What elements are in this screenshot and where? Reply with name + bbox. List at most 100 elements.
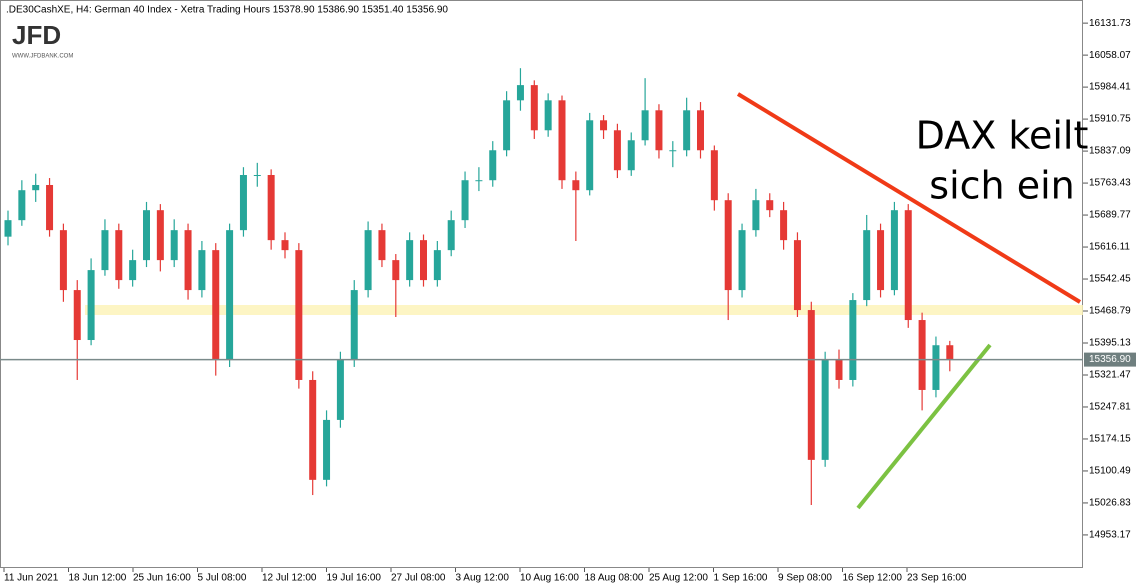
candle-body [184, 230, 192, 291]
x-tick-label: 11 Jun 2021 [4, 573, 59, 584]
candle-body [877, 230, 885, 291]
candle-body [641, 110, 649, 141]
candle-body [516, 85, 524, 101]
candles [4, 68, 954, 506]
y-tick-label: 15026.83 [1089, 498, 1131, 509]
candle-body [946, 345, 954, 360]
candle-body [793, 240, 801, 311]
logo: JFD [12, 20, 61, 50]
candle-body [18, 190, 26, 221]
candle-body [710, 150, 718, 201]
y-tick-label: 15468.79 [1089, 306, 1131, 317]
candle-body [309, 379, 317, 480]
current-price-label: 15356.90 [1089, 354, 1131, 365]
candle-body [115, 230, 123, 281]
candle-body [807, 310, 815, 460]
candle-body [253, 175, 261, 177]
candle-body [433, 250, 441, 281]
candle-body [4, 220, 12, 237]
resistance-trendline [736, 92, 1082, 304]
candle-body [73, 290, 81, 341]
y-tick-label: 15395.13 [1089, 338, 1131, 349]
candle-body [697, 110, 704, 151]
candle-body [101, 230, 109, 271]
candle-body [420, 240, 427, 281]
x-tick-label: 16 Sep 12:00 [843, 573, 903, 584]
candle-body [32, 184, 40, 191]
candle-body [226, 230, 234, 360]
candle-body [766, 200, 774, 211]
candle-body [489, 150, 497, 181]
candle-body [890, 210, 898, 291]
annotation: sich ein [929, 164, 1074, 208]
x-tick-label: 25 Jun 16:00 [133, 573, 191, 584]
y-tick-label: 15984.41 [1089, 82, 1131, 93]
candle-body [378, 230, 386, 261]
y-tick-label: 15100.49 [1089, 466, 1131, 477]
candle-body [932, 345, 940, 390]
candle-body [212, 250, 220, 360]
x-tick-label: 12 Jul 12:00 [262, 573, 317, 584]
candle-body [129, 260, 137, 281]
candle-body [918, 320, 926, 390]
candle-body [544, 100, 552, 131]
candle-body [46, 184, 54, 231]
y-tick-label: 15616.11 [1089, 242, 1130, 253]
candle-body [336, 359, 344, 420]
current-price-box [1084, 352, 1136, 367]
candle-body [669, 150, 677, 152]
candle-body [821, 359, 829, 460]
candle-body [558, 100, 566, 181]
candle-body [461, 180, 469, 221]
chart-header: .DE30CashXE, H4: German 40 Index - Xetra… [6, 5, 448, 16]
x-tick-label: 23 Sep 16:00 [907, 573, 967, 584]
candle-body [170, 230, 178, 261]
candle-body [613, 130, 621, 171]
candle-body [835, 359, 843, 380]
y-tick-label: 15321.47 [1089, 370, 1131, 381]
candle-body [738, 230, 746, 291]
candle-body [323, 419, 331, 480]
candle-body [267, 175, 275, 241]
support-band [85, 305, 1083, 315]
candle-body [295, 250, 303, 380]
candle-body [863, 230, 871, 301]
x-tick-label: 10 Aug 16:00 [520, 573, 579, 584]
candle-body [724, 200, 732, 291]
y-tick-label: 15247.81 [1089, 402, 1131, 413]
candle-body [350, 290, 358, 360]
y-tick-label: 16131.73 [1089, 18, 1131, 29]
candle-body [475, 180, 483, 182]
candle-body [904, 210, 912, 321]
x-tick-label: 9 Sep 08:00 [778, 573, 832, 584]
candle-body [503, 100, 511, 151]
y-tick-label: 15837.09 [1089, 146, 1131, 157]
candle-body [143, 210, 150, 261]
plot-border [0, 0, 1083, 568]
support-trendline [856, 343, 992, 510]
logo-url: WWW.JFDBANK.COM [12, 54, 73, 60]
y-tick-label: 16058.07 [1089, 50, 1131, 61]
x-tick-label: 3 Aug 12:00 [456, 573, 510, 584]
candle-body [752, 200, 760, 231]
y-tick-label: 15174.15 [1089, 434, 1131, 445]
y-tick-label: 15689.77 [1089, 210, 1131, 221]
candle-body [849, 300, 857, 380]
candle-body [447, 220, 455, 251]
candle-body [600, 120, 608, 131]
candle-body [406, 240, 414, 281]
candle-body [586, 120, 594, 191]
candle-body [198, 250, 206, 291]
y-tick-label: 15763.43 [1089, 178, 1131, 189]
x-tick-label: 25 Aug 12:00 [649, 573, 708, 584]
x-tick-label: 1 Sep 16:00 [714, 573, 768, 584]
x-tick-label: 19 Jul 16:00 [327, 573, 382, 584]
y-tick-label: 14953.17 [1089, 530, 1131, 541]
x-tick-label: 18 Jun 12:00 [69, 573, 127, 584]
candle-body [59, 230, 67, 291]
candle-body [239, 175, 247, 231]
x-tick-label: 5 Jul 08:00 [198, 573, 247, 584]
candle-body [530, 85, 538, 131]
